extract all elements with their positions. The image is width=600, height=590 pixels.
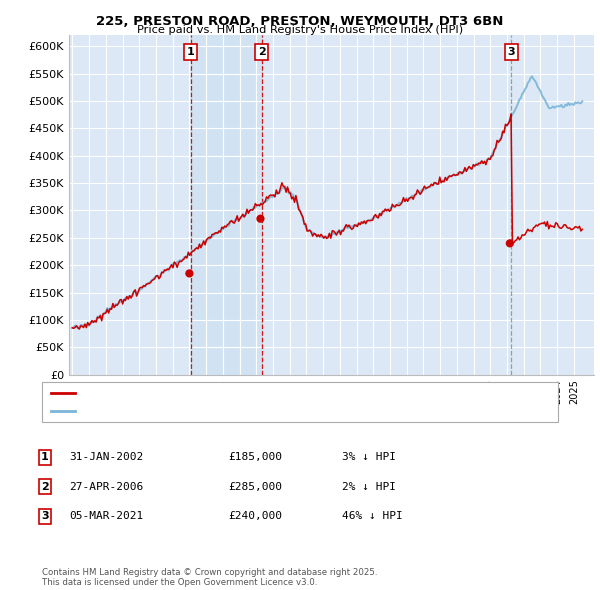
Text: 1: 1: [41, 453, 49, 462]
Point: [185, 268, 194, 278]
Text: 3: 3: [41, 512, 49, 521]
Text: 1: 1: [187, 47, 194, 57]
Text: £185,000: £185,000: [228, 453, 282, 462]
Text: 46% ↓ HPI: 46% ↓ HPI: [342, 512, 403, 521]
Text: 27-APR-2006: 27-APR-2006: [69, 482, 143, 491]
Text: 3: 3: [508, 47, 515, 57]
Point: [256, 214, 265, 224]
Bar: [191, 35, 262, 375]
Text: 225, PRESTON ROAD, PRESTON, WEYMOUTH, DT3 6BN (detached house): 225, PRESTON ROAD, PRESTON, WEYMOUTH, DT…: [81, 388, 445, 398]
Text: HPI: Average price, detached house, Dorset: HPI: Average price, detached house, Dors…: [81, 405, 299, 415]
Text: £240,000: £240,000: [228, 512, 282, 521]
Text: £285,000: £285,000: [228, 482, 282, 491]
Text: Contains HM Land Registry data © Crown copyright and database right 2025.
This d: Contains HM Land Registry data © Crown c…: [42, 568, 377, 587]
Text: 225, PRESTON ROAD, PRESTON, WEYMOUTH, DT3 6BN: 225, PRESTON ROAD, PRESTON, WEYMOUTH, DT…: [97, 15, 503, 28]
Text: 05-MAR-2021: 05-MAR-2021: [69, 512, 143, 521]
Point: [505, 238, 515, 248]
Text: 2: 2: [41, 482, 49, 491]
Text: 3% ↓ HPI: 3% ↓ HPI: [342, 453, 396, 462]
Text: 2% ↓ HPI: 2% ↓ HPI: [342, 482, 396, 491]
Text: 2: 2: [258, 47, 266, 57]
Text: 31-JAN-2002: 31-JAN-2002: [69, 453, 143, 462]
Text: Price paid vs. HM Land Registry's House Price Index (HPI): Price paid vs. HM Land Registry's House …: [137, 25, 463, 35]
